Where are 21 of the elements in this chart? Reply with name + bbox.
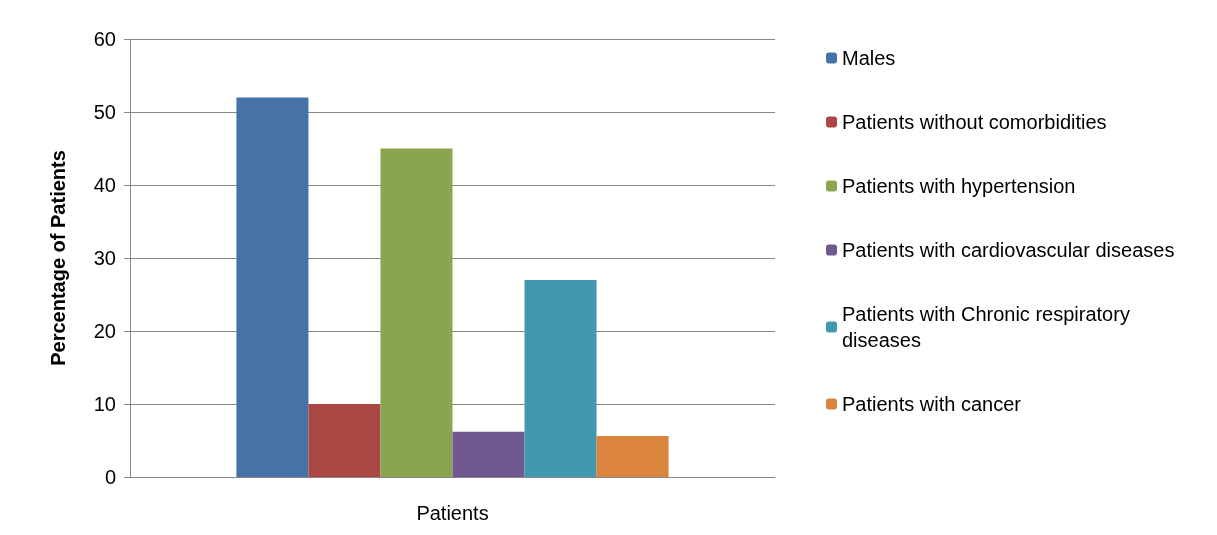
- y-tick-label: 40: [93, 174, 116, 196]
- y-tick-label: 60: [93, 28, 116, 50]
- bar: [524, 279, 597, 477]
- bar: [236, 97, 309, 477]
- legend-label: Patients with cancer: [842, 393, 1022, 415]
- y-tick-label: 30: [93, 247, 116, 269]
- legend-label: Patients with Chronic respiratory diseases: [842, 303, 1136, 351]
- bar: [380, 148, 453, 477]
- x-tick-label: Patients: [416, 502, 489, 524]
- legend-label: Patients with hypertension: [842, 175, 1076, 197]
- bar: [308, 404, 381, 477]
- y-tick-label: 0: [104, 466, 116, 488]
- legend-label: Males: [842, 47, 896, 69]
- y-tick-label: 50: [93, 101, 116, 123]
- legend-label: Patients with cardiovascular diseases: [842, 239, 1175, 261]
- y-tick-label: 20: [93, 320, 116, 342]
- bar: [596, 436, 669, 477]
- legend-label: Patients without comorbidities: [842, 111, 1107, 133]
- y-axis-title: Percentage of Patients: [47, 150, 69, 366]
- bar: [452, 431, 525, 477]
- y-tick-label: 10: [93, 393, 116, 415]
